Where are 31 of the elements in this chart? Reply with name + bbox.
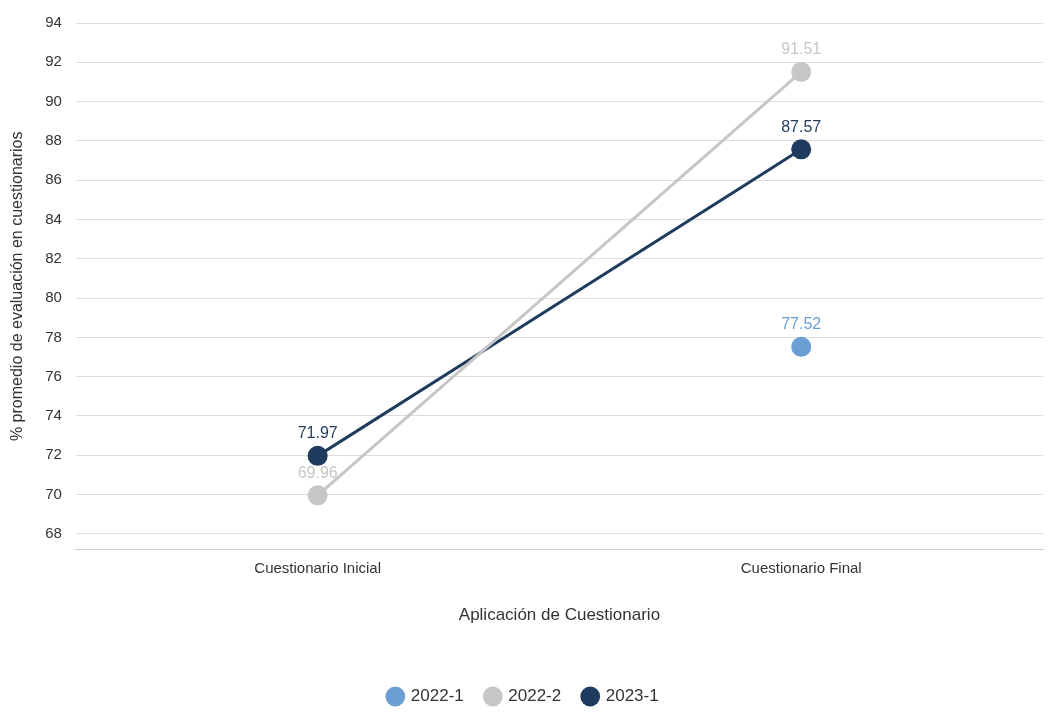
point [307,485,328,506]
y-tick-label: 86 [45,170,62,188]
legend-label: 2022-1 [410,686,464,706]
point [791,139,812,160]
point [791,336,812,357]
data-label: 71.97 [297,424,338,442]
y-tick-label: 70 [45,484,62,502]
data-label: 87.57 [781,117,822,135]
y-tick-label: 74 [45,406,62,424]
y-tick-label: 76 [45,366,62,384]
y-tick-label: 78 [45,327,62,345]
data-label: 91.51 [781,40,822,58]
legend-label: 2023-1 [605,686,659,706]
data-label: 69.96 [297,463,338,481]
x-axis-title: Aplicación de Cuestionario [458,605,661,625]
point [307,445,328,466]
y-tick-label: 72 [45,445,62,463]
legend-label: 2022-2 [508,686,562,706]
x-tick-label: Cuestionario Final [740,558,862,576]
y-tick-label: 80 [45,288,62,306]
y-tick-label: 84 [45,209,62,227]
point [791,61,812,82]
data-label: 77.52 [781,315,822,333]
y-tick-label: 92 [45,52,62,70]
y-tick-label: 90 [45,91,62,109]
y-tick-label: 68 [45,524,62,542]
y-tick-label: 94 [45,13,62,31]
y-tick-label: 88 [45,131,62,149]
y-axis-title: % promedio de evaluación en cuestionarios [8,131,26,442]
x-tick-label: Cuestionario Inicial [254,558,382,576]
y-tick-label: 82 [45,248,62,266]
